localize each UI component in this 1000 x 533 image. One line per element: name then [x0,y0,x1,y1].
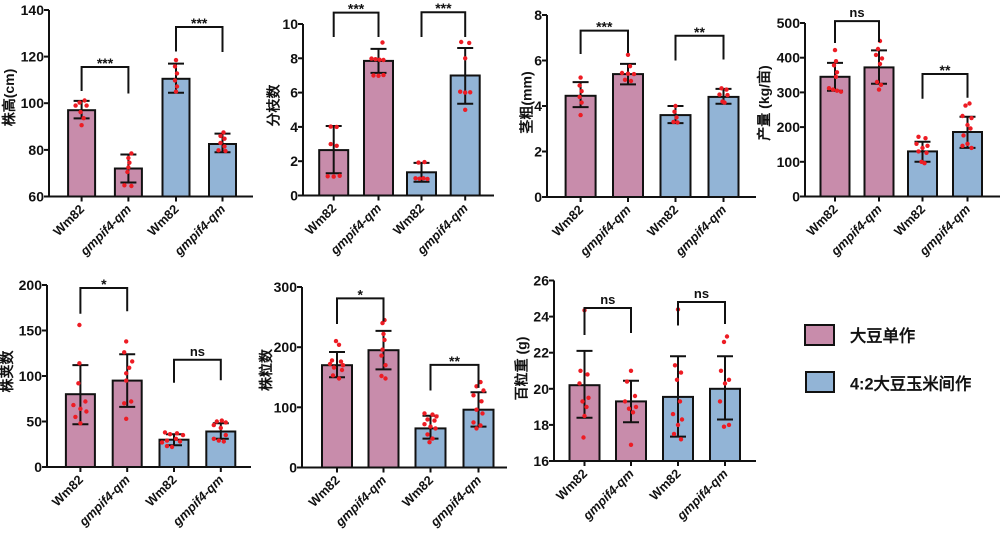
svg-text:株荚数: 株荚数 [0,350,15,393]
svg-text:ns: ns [190,344,205,359]
svg-text:ns: ns [694,286,709,301]
svg-text:ns: ns [600,292,615,307]
svg-text:0: 0 [34,459,42,475]
svg-text:**: ** [940,62,951,78]
svg-text:200: 200 [274,339,298,355]
svg-text:***: *** [348,1,365,17]
svg-text:500: 500 [777,15,801,31]
svg-text:50: 50 [26,414,42,430]
svg-text:分枝数: 分枝数 [266,84,282,127]
svg-text:24: 24 [533,309,549,325]
svg-text:2: 2 [534,144,542,160]
svg-text:4:2大豆玉米间作: 4:2大豆玉米间作 [850,374,971,393]
svg-text:4: 4 [290,119,298,135]
svg-text:株粒数: 株粒数 [258,348,274,391]
svg-text:0: 0 [290,188,298,204]
svg-text:ns: ns [849,5,864,20]
svg-text:8: 8 [290,50,298,66]
svg-text:***: *** [596,19,613,35]
svg-text:200: 200 [19,277,43,293]
svg-text:22: 22 [533,345,549,361]
svg-text:20: 20 [533,381,549,397]
svg-text:18: 18 [533,417,549,433]
svg-text:6: 6 [290,85,298,101]
svg-text:*: * [101,276,107,292]
svg-text:株高(cm): 株高(cm) [1,69,17,127]
svg-text:140: 140 [21,2,45,18]
svg-text:16: 16 [533,453,549,469]
svg-text:4: 4 [534,98,542,114]
svg-text:8: 8 [534,7,542,23]
svg-text:100: 100 [21,95,45,111]
svg-text:200: 200 [777,119,801,135]
svg-text:***: *** [191,15,208,31]
svg-text:100: 100 [274,399,298,415]
svg-text:300: 300 [274,279,298,295]
svg-text:0: 0 [289,460,297,476]
svg-text:***: *** [435,0,452,16]
svg-text:26: 26 [533,273,549,289]
svg-text:0: 0 [792,189,800,205]
svg-text:大豆单作: 大豆单作 [850,326,915,345]
svg-text:**: ** [449,353,460,369]
svg-text:150: 150 [19,323,43,339]
svg-text:60: 60 [28,189,44,205]
svg-text:*: * [357,286,363,302]
svg-text:6: 6 [534,53,542,69]
svg-text:120: 120 [21,49,45,65]
svg-text:300: 300 [777,84,801,100]
svg-text:400: 400 [777,50,801,66]
svg-text:百粒重 (g): 百粒重 (g) [514,337,530,401]
svg-text:***: *** [97,55,114,71]
svg-text:茎粗(mm): 茎粗(mm) [518,71,534,133]
svg-text:0: 0 [534,189,542,205]
svg-text:80: 80 [28,142,44,158]
svg-text:100: 100 [777,154,801,170]
svg-text:产量 (kg/亩): 产量 (kg/亩) [756,65,772,140]
svg-text:2: 2 [290,153,298,169]
svg-text:10: 10 [282,16,298,32]
svg-text:**: ** [694,24,705,40]
svg-text:100: 100 [19,368,43,384]
